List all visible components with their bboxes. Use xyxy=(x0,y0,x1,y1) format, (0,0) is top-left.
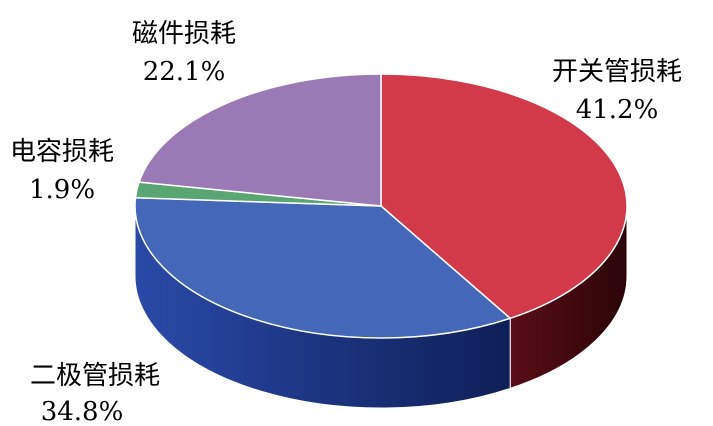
pie-labels: 开关管损耗 41.2% 磁件损耗 22.1% 电容损耗 1.9% 二极管损耗 3… xyxy=(10,19,682,426)
slice-switch xyxy=(380,73,628,320)
slice-label-magnetic: 磁件损耗 xyxy=(132,19,236,49)
slice-value-switch: 41.2% xyxy=(576,95,659,125)
pie-tops xyxy=(134,73,628,339)
slice-value-diode: 34.8% xyxy=(41,397,124,426)
slice-label-diode: 二极管损耗 xyxy=(30,361,160,391)
slice-value-magnetic: 22.1% xyxy=(143,57,226,87)
slice-label-switch: 开关管损耗 xyxy=(552,57,682,87)
slice-value-capacitor: 1.9% xyxy=(29,175,95,205)
slice-magnetic xyxy=(138,73,382,207)
slice-diode xyxy=(134,196,512,339)
slice-label-capacitor: 电容损耗 xyxy=(10,137,114,167)
